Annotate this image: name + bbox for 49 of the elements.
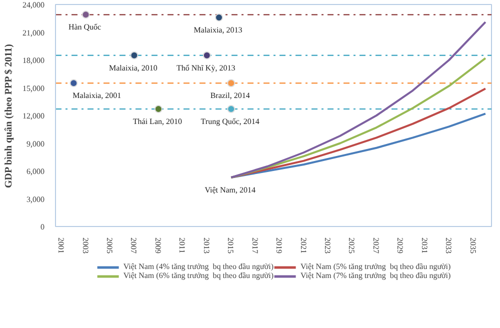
annotation: Hàn Quốc bbox=[68, 22, 102, 32]
x-tick-label: 2009 bbox=[153, 238, 162, 254]
annotation: Việt Nam, 2014 bbox=[204, 185, 256, 194]
legend-label: Việt Nam (6% tăng trưởng bq theo đầu người) bbox=[123, 271, 274, 280]
x-tick-label: 2021 bbox=[298, 238, 308, 254]
y-tick-label: 12,000 bbox=[22, 112, 44, 120]
x-tick-label: 2015 bbox=[226, 238, 236, 254]
x-tick-label: 2031 bbox=[420, 238, 429, 254]
x-tick-label: 2005 bbox=[105, 238, 114, 254]
annotation: Brazil, 2014 bbox=[210, 91, 250, 100]
y-tick-label: 9,000 bbox=[26, 139, 44, 148]
x-tick-label: 2033 bbox=[444, 238, 454, 254]
annotation: Trung Quốc, 2014 bbox=[200, 117, 260, 126]
annotation: Malaixia, 2010 bbox=[109, 63, 158, 72]
point bbox=[227, 79, 236, 88]
x-tick-label: 2029 bbox=[396, 238, 405, 254]
point bbox=[130, 51, 138, 60]
x-tick-label: 2001 bbox=[56, 238, 66, 254]
y-tick-label: 18,000 bbox=[22, 56, 44, 65]
annotation: Thổ Nhĩ Kỳ, 2013 bbox=[176, 63, 236, 72]
x-tick-label: 2007 bbox=[129, 238, 138, 254]
point bbox=[70, 79, 78, 88]
legend-label: Việt Nam (4% tăng trưởng bq theo đầu người) bbox=[123, 262, 274, 271]
y-tick-label: 0 bbox=[40, 222, 44, 232]
y-tick-label: 15,000 bbox=[22, 84, 44, 93]
y-tick-label: 3,000 bbox=[26, 194, 44, 204]
legend-label: Việt Nam (5% tăng trưởng bq theo đầu người) bbox=[300, 262, 451, 271]
x-tick-label: 2003 bbox=[80, 238, 90, 254]
legend-label: Việt Nam (7% tăng trưởng bq theo đầu người) bbox=[300, 271, 451, 280]
x-tick-label: 2017 bbox=[250, 238, 260, 254]
y-tick-label: 24,000 bbox=[22, 0, 44, 10]
x-tick-label: 2027 bbox=[371, 238, 380, 254]
x-tick-label: 2011 bbox=[178, 238, 187, 254]
point bbox=[154, 105, 162, 114]
annotation: Malaixia, 2001 bbox=[72, 91, 122, 100]
point bbox=[82, 10, 90, 19]
point bbox=[215, 13, 223, 22]
x-tick-label: 2023 bbox=[323, 238, 332, 254]
x-tick-label: 2025 bbox=[347, 238, 356, 254]
x-tick-label: 2013 bbox=[202, 238, 211, 254]
y-tick-label: 21,000 bbox=[22, 28, 44, 38]
y-tick-label: 6,000 bbox=[26, 167, 44, 176]
annotation: Thái Lan, 2010 bbox=[132, 117, 182, 126]
x-tick-label: 2019 bbox=[274, 238, 284, 254]
y-axis-title: GDP bình quân (theo PPP $ 2011) bbox=[4, 44, 14, 188]
point bbox=[202, 51, 211, 60]
annotation: Malaixia, 2013 bbox=[194, 25, 242, 34]
x-tick-label: 2035 bbox=[468, 238, 478, 254]
point bbox=[227, 105, 236, 114]
